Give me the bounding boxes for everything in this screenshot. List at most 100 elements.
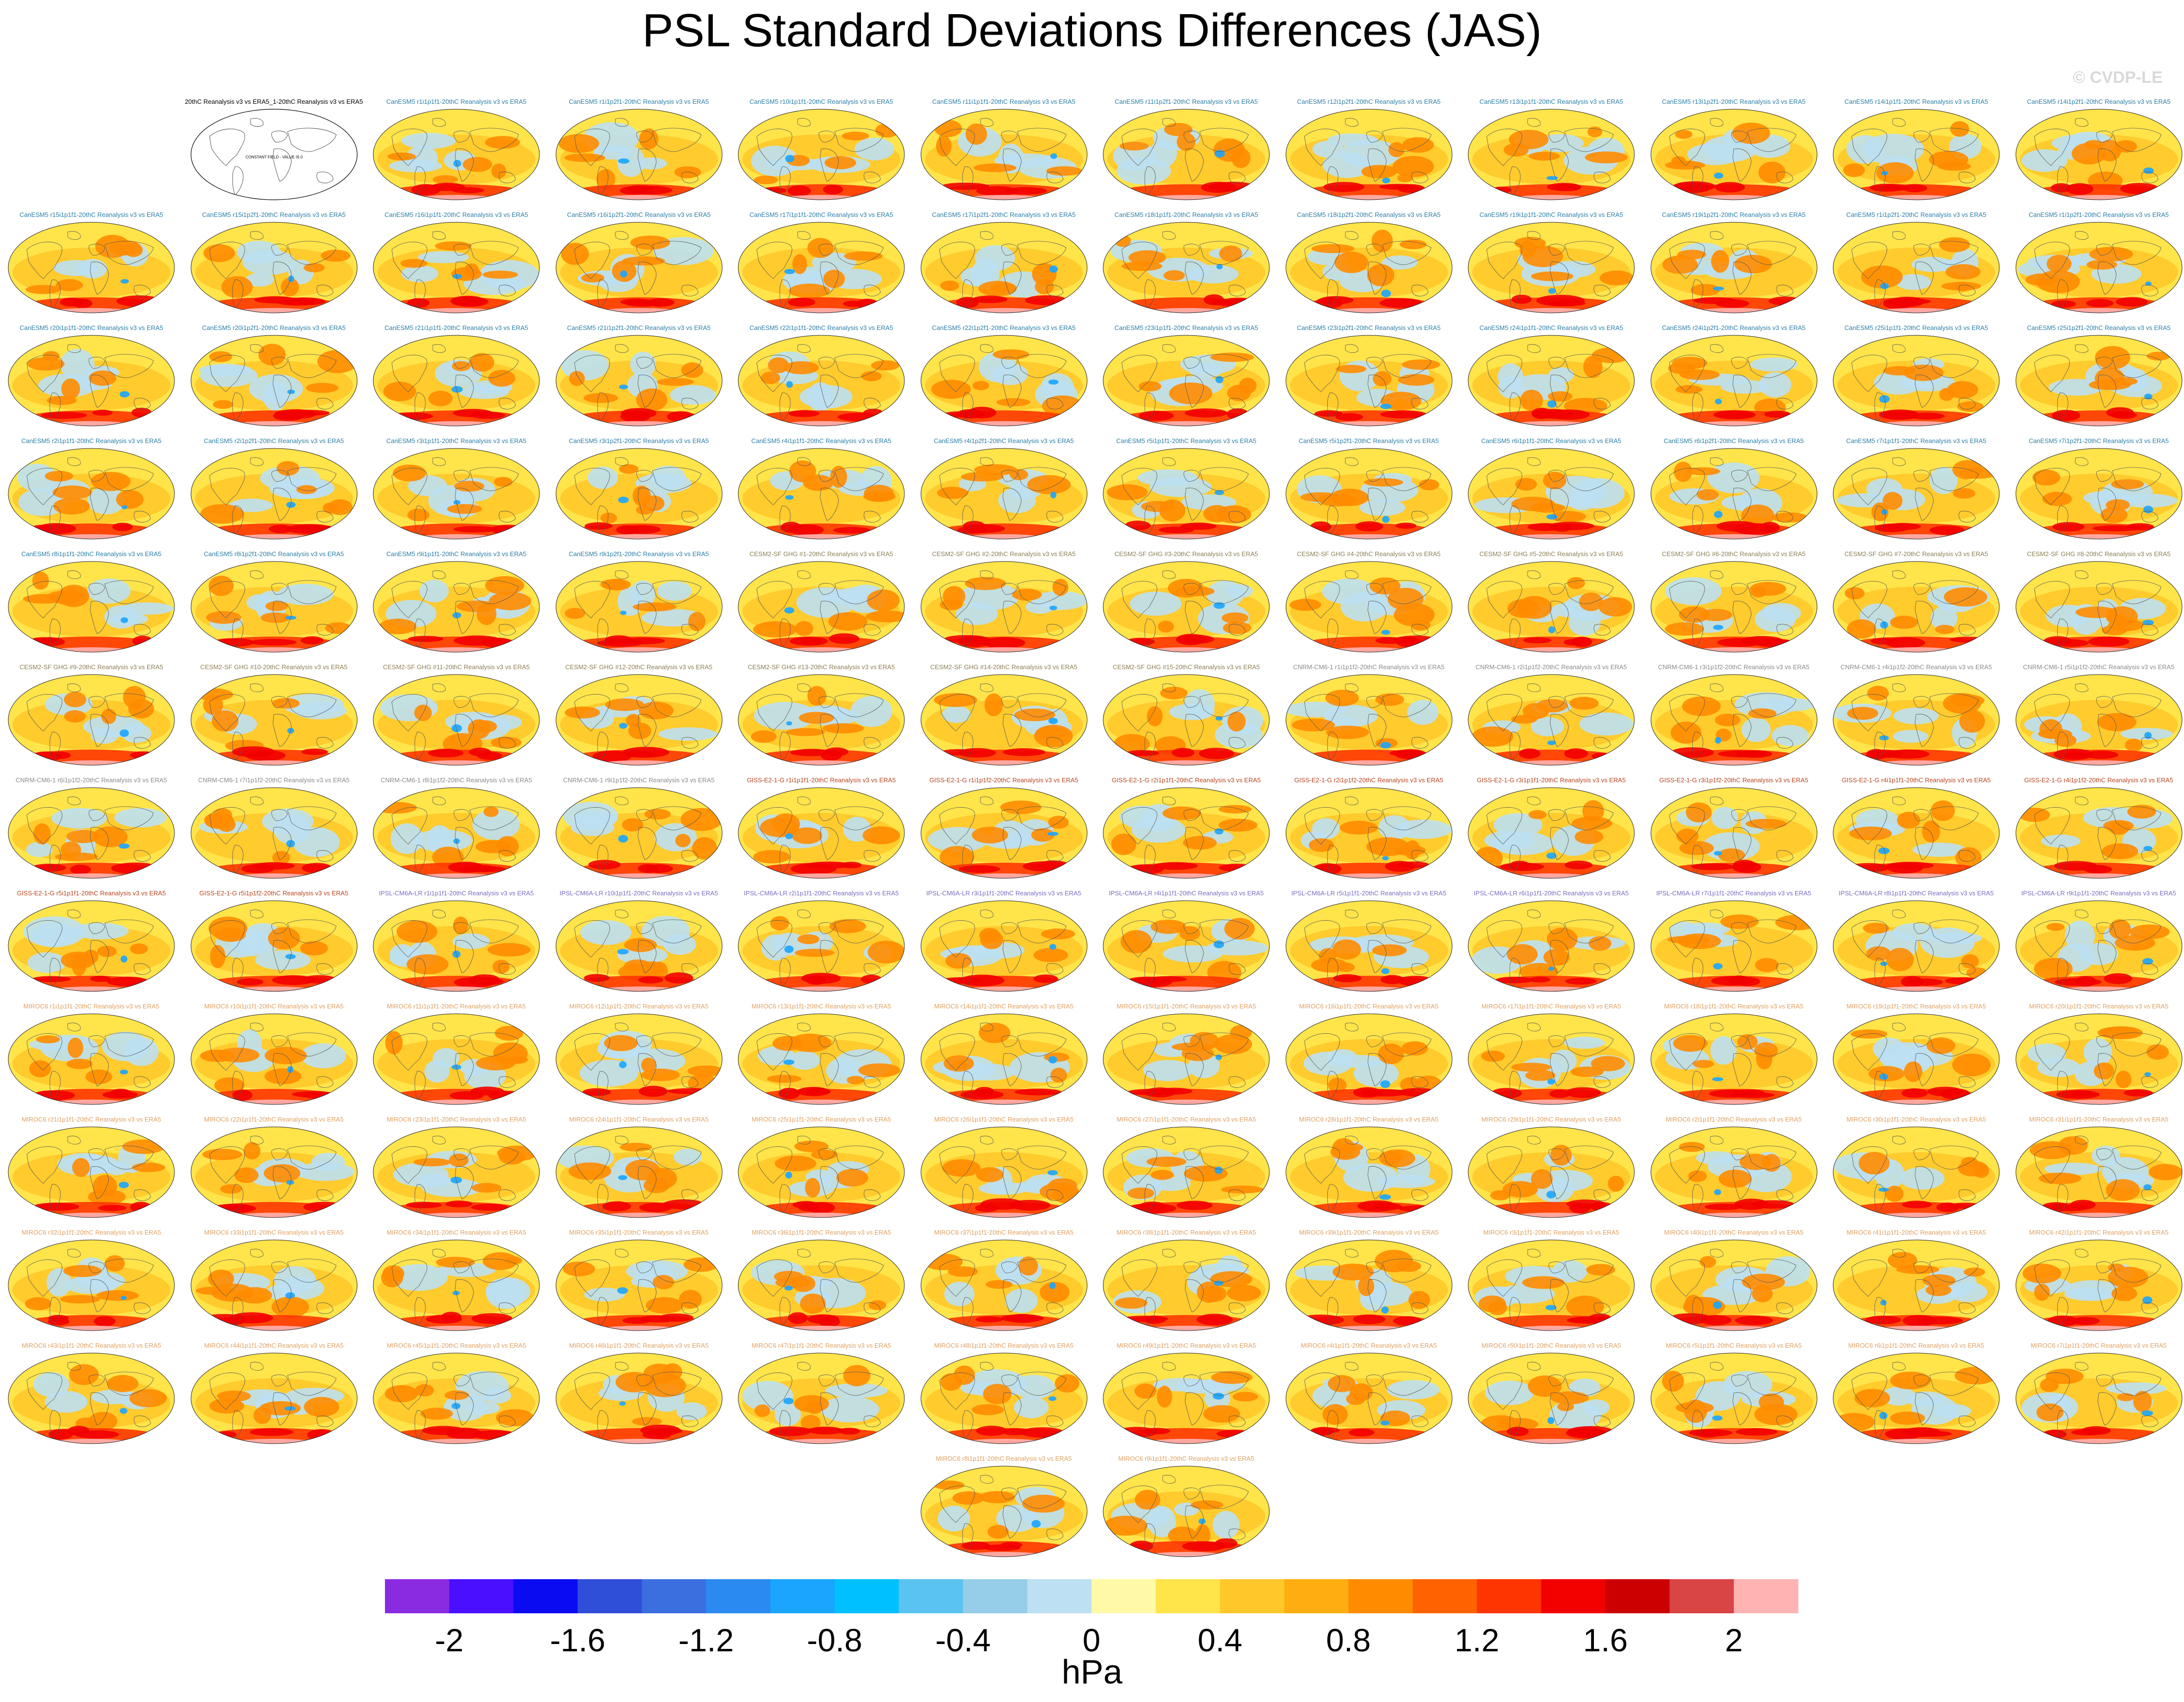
field-patch (600, 512, 617, 524)
field-patch (635, 388, 667, 411)
field-patch (203, 244, 235, 262)
field-patch (974, 464, 1017, 476)
field-patch (1378, 1044, 1404, 1064)
field-patch (626, 1260, 688, 1282)
field-patch (1171, 748, 1195, 758)
coastline (1929, 241, 1979, 265)
coastline (2075, 683, 2088, 692)
map-panel: MIROC6 r17i1p1f1-20thC Reanalysis v3 vs … (1460, 1002, 1643, 1115)
coastline (316, 398, 333, 409)
field-patch (1931, 800, 1955, 821)
panel-title: CanESM5 r13i1p2f1-20thC Reanalysis v3 vs… (1662, 98, 1806, 105)
coastline (1851, 242, 1887, 279)
field-patch (1507, 944, 1538, 965)
field-patch (50, 986, 133, 991)
field-patch (838, 1428, 861, 1435)
coastline (2097, 1053, 2116, 1086)
coastline (1121, 1259, 1157, 1297)
map-plot (1285, 1126, 1452, 1218)
map-panel: CanESM5 r4i1p2f1-20thC Reanalysis v3 vs … (913, 437, 1095, 550)
field-patch (584, 522, 613, 530)
map-panel: GISS-E2-1-G r3i1p1f1-20thC Reanalysis v3… (1460, 776, 1643, 889)
field-patch (1481, 1050, 1505, 1062)
field-patch (1585, 151, 1628, 164)
coastline (1144, 732, 1156, 761)
coastline (779, 958, 791, 987)
coastline (2141, 1415, 2158, 1427)
field-patch (602, 1201, 631, 1212)
map-plot (556, 787, 722, 879)
field-patch (1893, 730, 1929, 743)
field-patch (1146, 1156, 1187, 1167)
coastline (2141, 963, 2158, 975)
coastline (455, 261, 474, 295)
field-patch (1313, 863, 1341, 875)
field-patch (1195, 1524, 1210, 1546)
coastline (1199, 354, 1249, 378)
coastline (1509, 1184, 1521, 1213)
coastline (597, 619, 608, 648)
coastline (432, 231, 446, 240)
field-patch (942, 1159, 980, 1177)
field-patch (1395, 522, 1417, 529)
field-patch (1014, 1088, 1061, 1096)
coastline (67, 231, 81, 240)
coastline (232, 505, 243, 535)
field-patch (1136, 976, 1172, 987)
coastline (1366, 1148, 1382, 1160)
map-panel: MIROC6 r28i1p1f1-20thC Reanalysis v3 vs … (1278, 1115, 1460, 1228)
coastline (1732, 1279, 1751, 1313)
field-patch (2144, 1072, 2151, 1077)
field-patch (980, 1198, 1024, 1210)
coastline (316, 1189, 333, 1201)
coastline (1367, 487, 1386, 521)
panel-title: MIROC6 r30i1p1f1-20thC Reanalysis v3 vs … (1846, 1116, 1986, 1123)
field-patch (1673, 462, 1692, 482)
field-patch (1758, 1393, 1784, 1412)
map-panel: CanESM5 r2i1p1f1-20thC Reanalysis v3 vs … (0, 437, 183, 550)
field-patch (1000, 1542, 1022, 1548)
field-patch (209, 351, 232, 363)
field-patch (641, 495, 665, 512)
map-plot (2015, 1239, 2182, 1331)
coastline (1046, 624, 1063, 636)
panel-title: IPSL-CM6A-LR r5i1p1f1-20thC Reanalysis v… (1291, 890, 1446, 897)
field-patch (1693, 297, 1736, 304)
field-patch (1510, 873, 1593, 878)
coastline (615, 231, 629, 240)
field-patch (619, 611, 627, 615)
field-patch (50, 308, 133, 313)
field-patch (216, 1391, 251, 1402)
map-plot (1833, 900, 2000, 992)
map-panel: CanESM5 r24i1p2f1-20thC Reanalysis v3 vs… (1643, 324, 1825, 437)
field-patch (444, 1390, 469, 1400)
coastline (652, 128, 701, 152)
panel-title: CESM2-SF GHG #3-20thC Reanalysis v3 vs E… (1114, 550, 1258, 558)
coastline (1731, 809, 1747, 821)
coastline (1892, 909, 1906, 918)
coastline (779, 505, 791, 535)
coastline (454, 1261, 470, 1274)
field-patch (1323, 182, 1364, 192)
map-panel: CanESM5 r10i1p1f1-20thC Reanalysis v3 vs… (730, 97, 913, 211)
field-patch (1531, 1169, 1553, 1189)
coastline (271, 1148, 287, 1160)
map-plot (1650, 448, 1817, 540)
map-plot (1285, 674, 1452, 766)
field-patch (1547, 1079, 1555, 1085)
field-patch (232, 986, 316, 991)
coastline (779, 392, 791, 422)
panel-title: CanESM5 r23i1p1f1-20thC Reanalysis v3 vs… (1114, 324, 1258, 331)
field-patch (453, 838, 460, 844)
map-plot (1468, 900, 1635, 992)
field-patch (232, 760, 316, 765)
coastline (779, 619, 791, 648)
coastline (1367, 374, 1386, 408)
coastline (1593, 398, 1611, 409)
coastline (2057, 505, 2068, 535)
field-patch (91, 1390, 139, 1404)
field-patch (295, 1162, 355, 1181)
field-patch (1665, 622, 1704, 636)
coastline (939, 468, 975, 505)
field-patch (1692, 534, 1776, 539)
